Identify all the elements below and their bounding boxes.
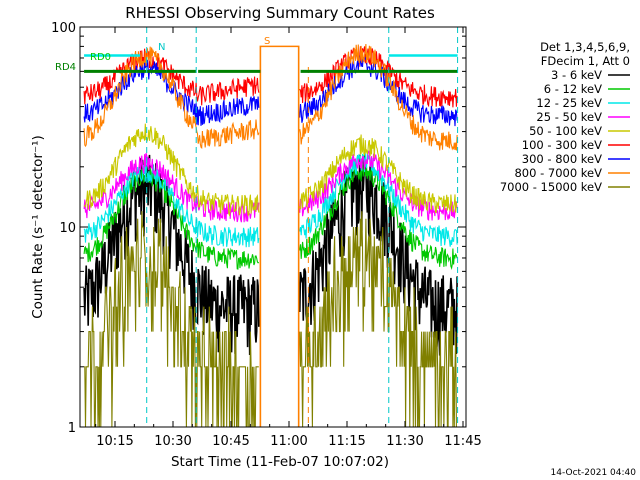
series-line-1-1	[299, 161, 458, 270]
series-line-4-1	[299, 134, 458, 214]
series-50-100kev	[83, 123, 458, 217]
y-tick-label-2: 100	[51, 21, 76, 36]
legend-label-7: 800 - 7000 keV	[514, 166, 602, 180]
series-6-12kev	[83, 161, 458, 270]
y-tick-label-1: 10	[59, 221, 76, 236]
legend-label-3: 25 - 50 keV	[536, 110, 602, 124]
annotation-n: N	[158, 42, 165, 53]
legend-label-6: 300 - 800 keV	[522, 152, 602, 166]
y-tick-label-0: 1	[68, 421, 76, 436]
series-line-7-1	[299, 43, 458, 151]
legend-label-8: 7000 - 15000 keV	[500, 180, 602, 194]
x-tick-label-6: 11:45	[444, 434, 481, 449]
series-layer	[83, 43, 458, 428]
series-line-8-1	[299, 211, 458, 428]
legend-label-2: 12 - 25 keV	[536, 96, 602, 110]
x-tick-label-0: 10:15	[96, 434, 133, 449]
series-line-5-0	[83, 48, 260, 106]
annotation-s: S	[264, 36, 270, 47]
y-axis-label: Count Rate (s⁻¹ detector⁻¹)	[30, 135, 46, 319]
legend-label-4: 50 - 100 keV	[529, 124, 602, 138]
axis-layer: 10:15 10:30 10:45 11:00 11:15 11:30 11:45 1 10 10…	[51, 21, 482, 449]
series-line-1-0	[83, 168, 260, 270]
x-tick-label-4: 11:15	[328, 434, 365, 449]
series-line-4-0	[83, 123, 260, 217]
saa-marker	[259, 45, 300, 427]
series-line-2-0	[83, 162, 260, 248]
annotation-rd0: RD0	[90, 52, 111, 63]
chart-title: RHESSI Observing Summary Count Rates	[125, 4, 435, 22]
x-tick-label-1: 10:30	[154, 434, 191, 449]
series-line-3-0	[83, 152, 260, 223]
x-axis-label: Start Time (11-Feb-07 10:07:02)	[171, 454, 389, 470]
legend-label-5: 100 - 300 keV	[522, 138, 602, 152]
series-800-7000kev	[83, 43, 458, 151]
legend-header-0: Det 1,3,4,5,6,9,	[540, 40, 630, 54]
footer-timestamp: 14-Oct-2021 04:40	[551, 468, 637, 478]
series-line-2-1	[299, 152, 458, 247]
flag-layer: RD0 RD4 N S	[55, 27, 459, 427]
legend-header-1: FDecim 1, Att 0	[541, 54, 630, 68]
legend: Det 1,3,4,5,6,9,FDecim 1, Att 03 - 6 keV…	[500, 40, 630, 194]
series-12-25kev	[83, 152, 458, 248]
series-line-8-0	[84, 211, 259, 428]
x-tick-label-5: 11:30	[386, 434, 423, 449]
x-tick-label-3: 11:00	[270, 434, 307, 449]
legend-label-1: 6 - 12 keV	[544, 82, 602, 96]
series-line-7-0	[83, 46, 260, 149]
legend-label-0: 3 - 6 keV	[551, 68, 602, 82]
series-7000-15000kev	[84, 211, 458, 428]
x-tick-label-2: 10:45	[212, 434, 249, 449]
annotation-rd4: RD4	[55, 62, 76, 73]
series-line-0-1	[299, 154, 458, 356]
